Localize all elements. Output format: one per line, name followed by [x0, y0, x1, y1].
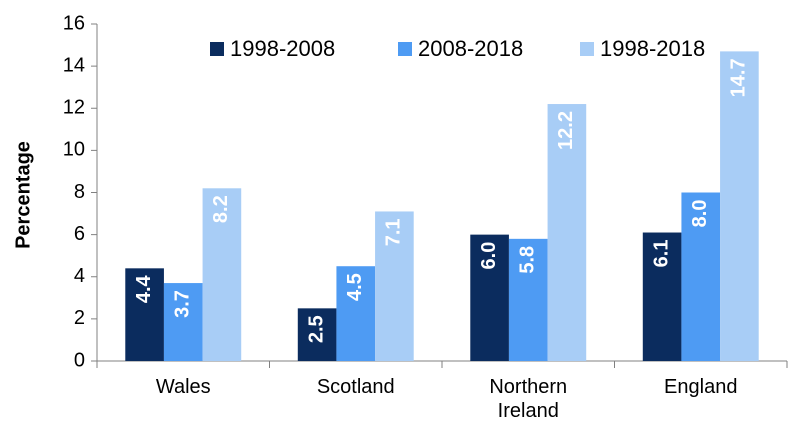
- y-tick-label: 12: [63, 97, 85, 119]
- bar: [163, 283, 203, 361]
- value-label: 8.0: [689, 200, 711, 228]
- bar: [297, 308, 337, 361]
- y-tick-label: 6: [74, 223, 85, 245]
- legend-swatch: [210, 42, 224, 56]
- bar: [547, 104, 587, 361]
- y-tick-label: 8: [74, 181, 85, 203]
- bar: [642, 232, 682, 361]
- y-tick-label: 14: [63, 54, 85, 76]
- x-tick-label: England: [664, 376, 738, 398]
- value-label: 6.0: [478, 242, 500, 270]
- x-tick-label: Scotland: [316, 376, 395, 398]
- value-label: 4.5: [344, 273, 366, 301]
- bar: [375, 211, 414, 361]
- value-label: 6.1: [650, 240, 672, 268]
- y-tick-label: 16: [63, 12, 85, 34]
- legend-label: 1998-2018: [600, 36, 705, 61]
- value-label: 2.5: [305, 315, 327, 343]
- value-label: 14.7: [728, 58, 750, 97]
- y-tick-label: 4: [74, 265, 85, 287]
- bar: [202, 188, 242, 361]
- legend-label: 2008-2018: [418, 36, 523, 61]
- bar: [125, 268, 164, 361]
- x-tick-label: Wales: [155, 376, 211, 398]
- x-tick-label: Northern Ireland: [489, 376, 568, 422]
- legend-swatch: [580, 42, 594, 56]
- y-tick-label: 10: [63, 139, 85, 161]
- bar: [470, 234, 509, 361]
- value-label: 4.4: [133, 274, 155, 303]
- bar: [336, 266, 376, 361]
- value-label: 12.2: [555, 111, 577, 150]
- bar: [720, 51, 759, 361]
- value-label: 7.1: [383, 218, 405, 246]
- value-label: 3.7: [172, 290, 194, 318]
- legend-label: 1998-2008: [230, 36, 335, 61]
- legend-swatch: [398, 42, 412, 56]
- y-tick-label: 2: [74, 307, 85, 329]
- value-label: 8.2: [210, 195, 232, 223]
- value-label: 5.8: [517, 246, 539, 274]
- y-axis-label: Percentage: [12, 141, 34, 249]
- bar: [681, 192, 721, 361]
- y-tick-label: 0: [74, 349, 85, 371]
- bar: [508, 238, 548, 361]
